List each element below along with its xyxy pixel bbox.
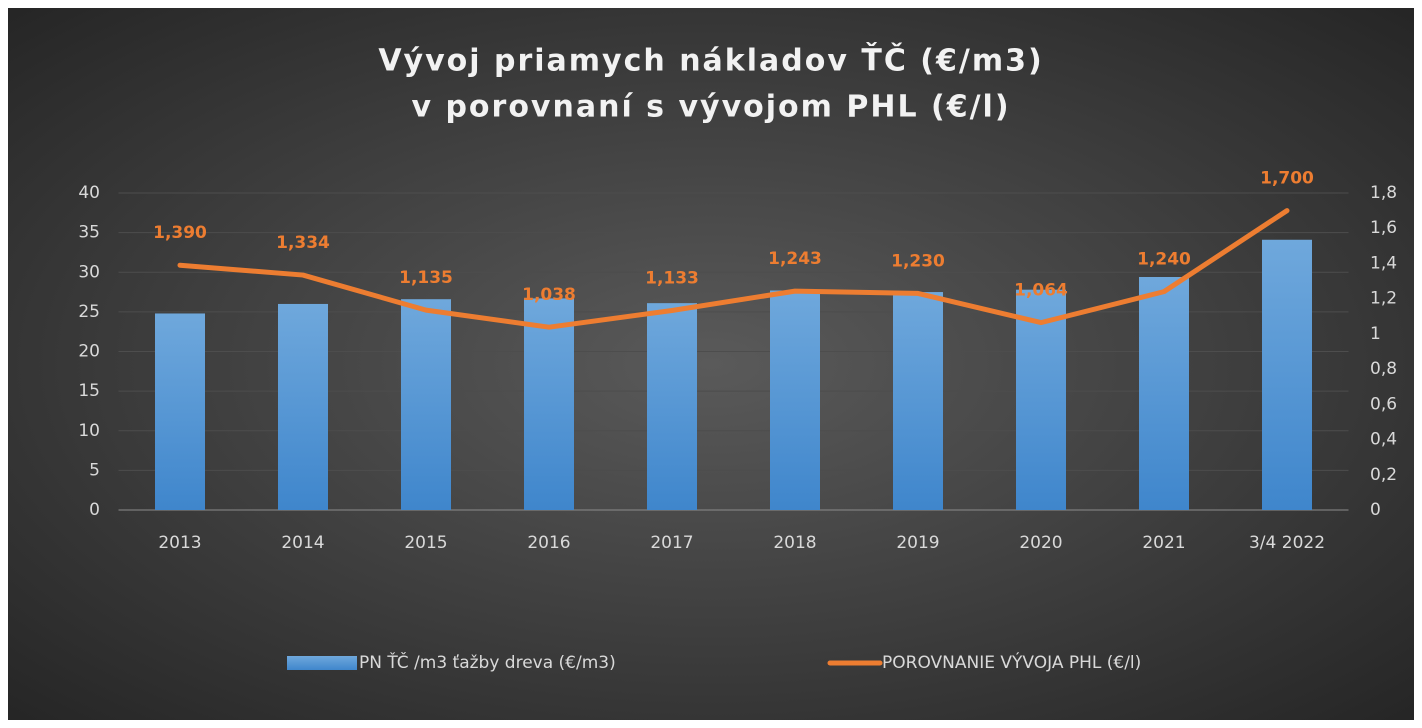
data-label: 1,390 — [153, 223, 207, 243]
legend-swatch — [287, 656, 357, 670]
x-tick-label: 2015 — [404, 533, 447, 553]
y2-tick-label: 0,2 — [1370, 465, 1397, 485]
x-tick-label: 3/4 2022 — [1249, 533, 1325, 553]
bar — [1139, 277, 1189, 510]
bar — [1262, 239, 1312, 510]
data-label: 1,135 — [399, 268, 453, 288]
y2-tick-label: 1 — [1370, 324, 1381, 344]
y-tick-label: 35 — [78, 223, 100, 243]
chart-title: Vývoj priamych nákladov ŤČ (€/m3) — [378, 42, 1043, 79]
y2-tick-label: 1,2 — [1370, 289, 1397, 309]
bar — [278, 303, 328, 510]
legend-label: PN ŤČ /m3 ťažby dreva (€/m3) — [359, 651, 616, 673]
x-tick-label: 2016 — [527, 533, 570, 553]
bar — [770, 290, 820, 510]
bar — [155, 313, 205, 510]
y-tick-label: 40 — [78, 183, 100, 203]
line — [177, 208, 1290, 330]
x-tick-label: 2021 — [1142, 533, 1185, 553]
y-tick-label: 30 — [78, 262, 100, 282]
data-label: 1,334 — [276, 233, 330, 253]
bar — [401, 299, 451, 510]
y-tick-label: 0 — [89, 500, 100, 520]
y2-tick-label: 1,4 — [1370, 253, 1397, 273]
data-label: 1,243 — [768, 249, 822, 269]
legend-label: POROVNANIE VÝVOJA PHL (€/l) — [882, 651, 1141, 673]
x-tick-label: 2019 — [896, 533, 939, 553]
y-tick-label: 10 — [78, 421, 100, 441]
data-label: 1,230 — [891, 251, 945, 271]
data-label: 1,133 — [645, 268, 699, 288]
data-label: 1,240 — [1137, 250, 1191, 270]
x-tick-label: 2018 — [773, 533, 816, 553]
data-label: 1,700 — [1260, 169, 1314, 189]
y-tick-label: 25 — [78, 302, 100, 322]
y2-tick-label: 0 — [1370, 500, 1381, 520]
y2-tick-label: 0,6 — [1370, 394, 1397, 414]
data-label: 1,038 — [522, 285, 576, 305]
bar — [1016, 289, 1066, 510]
y-tick-label: 15 — [78, 381, 100, 401]
y2-tick-label: 1,6 — [1370, 218, 1397, 238]
y-tick-label: 20 — [78, 342, 100, 362]
bar — [647, 303, 697, 510]
bar — [524, 298, 574, 510]
x-tick-label: 2020 — [1019, 533, 1062, 553]
x-tick-label: 2017 — [650, 533, 693, 553]
y2-tick-label: 1,8 — [1370, 183, 1397, 203]
y-tick-label: 5 — [89, 460, 100, 480]
data-label: 1,064 — [1014, 281, 1068, 301]
y2-tick-label: 0,4 — [1370, 430, 1397, 450]
x-tick-label: 2014 — [281, 533, 324, 553]
y2-tick-label: 0,8 — [1370, 359, 1397, 379]
chart-title: v porovnaní s vývojom PHL (€/l) — [411, 90, 1010, 125]
bar — [893, 292, 943, 510]
x-tick-label: 2013 — [158, 533, 201, 553]
